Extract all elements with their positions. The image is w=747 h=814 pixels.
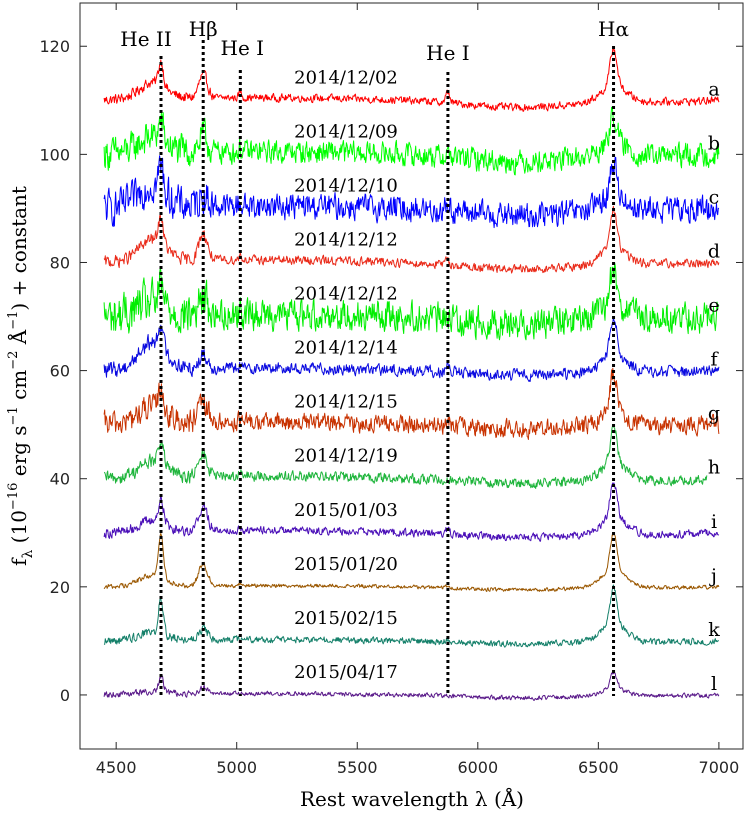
plot-frame (79, 2, 744, 750)
marker-label-1: Hβ (189, 17, 218, 41)
date-label-l: 2015/04/17 (294, 662, 398, 683)
y-axis-title: fλ (10−16 erg s−1 cm−2 Å−1) + constant (6, 186, 36, 566)
series-letter-e: e (708, 295, 719, 317)
date-label-j: 2015/01/20 (294, 554, 398, 575)
axes (79, 2, 744, 750)
marker-label-4: Hα (598, 17, 629, 41)
date-label-c: 2014/12/10 (294, 175, 398, 196)
emission-line-markers (159, 40, 616, 696)
marker-label-2: He I (221, 36, 265, 60)
series-letter-j: j (709, 565, 717, 587)
spectra-series-layer (103, 46, 720, 701)
series-letter-c: c (709, 186, 720, 208)
y-tick-label: 40 (50, 470, 70, 489)
date-label-i: 2015/01/03 (294, 500, 398, 521)
marker-label-0: He II (120, 27, 171, 51)
x-tick-label: 5000 (216, 758, 257, 777)
spectrum-line-k (103, 584, 719, 648)
y-tick-label: 60 (50, 362, 70, 381)
y-tick-label: 80 (50, 253, 70, 272)
x-axis-title: Rest wavelength λ (Å) (300, 786, 524, 811)
date-label-h: 2014/12/19 (294, 446, 398, 467)
date-label-b: 2014/12/09 (294, 121, 398, 142)
date-label-d: 2014/12/12 (294, 229, 398, 250)
marker-label-3: He I (426, 41, 470, 65)
x-tick-label: 4500 (96, 758, 137, 777)
spectrum-line-d (103, 205, 720, 274)
spectrum-line-e (103, 262, 720, 341)
spectrum-line-b (103, 106, 720, 176)
y-tick-label: 100 (39, 145, 70, 164)
spectrum-line-i (103, 482, 720, 542)
spectrum-line-f (103, 316, 720, 382)
series-letter-a: a (708, 78, 719, 100)
series-letter-i: i (711, 511, 717, 533)
series-letter-h: h (708, 457, 720, 479)
date-label-k: 2015/02/15 (294, 608, 398, 629)
spectrum-line-c (103, 155, 720, 229)
spectrum-line-g (103, 367, 720, 440)
x-tick-label: 5500 (337, 758, 378, 777)
series-letter-g: g (708, 403, 720, 425)
y-tick-label: 120 (39, 37, 70, 56)
spectrum-line-a (103, 46, 720, 112)
tick-layer: 4500 5000 5500 6000 6500 7000 0 20 40 60 80 100 120 (39, 3, 743, 777)
series-letter-b: b (708, 132, 720, 154)
x-tick-label: 7000 (699, 758, 740, 777)
date-label-e: 2014/12/12 (294, 284, 398, 305)
y-tick-label: 20 (50, 578, 70, 597)
spectrum-line-j (103, 533, 720, 592)
spectrum-line-l (103, 672, 720, 701)
series-letter-d: d (708, 240, 720, 262)
series-letter-f: f (710, 349, 719, 371)
series-letter-k: k (708, 619, 720, 641)
series-letter-l: l (711, 673, 717, 695)
spectrum-line-h (104, 424, 708, 489)
date-label-g: 2014/12/15 (294, 392, 398, 413)
y-tick-label: 0 (60, 686, 70, 705)
date-label-a: 2014/12/02 (294, 67, 398, 88)
x-tick-label: 6500 (578, 758, 619, 777)
x-tick-label: 6000 (457, 758, 498, 777)
date-label-f: 2014/12/14 (294, 338, 398, 359)
